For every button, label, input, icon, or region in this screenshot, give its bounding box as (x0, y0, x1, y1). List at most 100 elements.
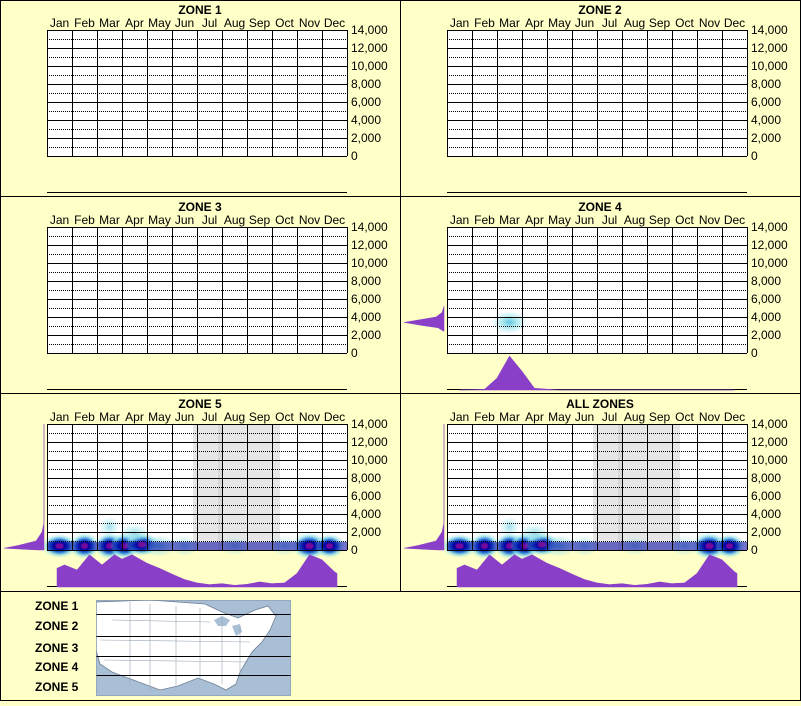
elevation-tick-label: 14,000 (751, 220, 788, 234)
month-tick-label: Jul (202, 213, 217, 227)
month-tick-label: Jan (450, 410, 469, 424)
month-tick-label: Jul (602, 16, 617, 30)
zone-panel: ZONE 1 Jan Feb Mar Apr May Jun Jul Aug Sep Oct Nov D… (47, 3, 388, 193)
month-tick-label: Jun (575, 16, 594, 30)
month-tick-label: Dec (724, 410, 745, 424)
month-tick-label: Dec (724, 213, 745, 227)
zone-legend: ZONE 1 ZONE 2 ZONE 3 ZONE 4 ZONE 5 (35, 599, 291, 696)
elevation-tick-label: 2,000 (751, 131, 781, 145)
month-tick-label: Apr (125, 213, 144, 227)
month-tick-label: Mar (99, 410, 120, 424)
density-blob (119, 523, 150, 544)
panel-title: ZONE 5 (178, 397, 222, 411)
month-tick-label: May (548, 213, 571, 227)
elevation-tick-label: 6,000 (751, 489, 781, 503)
density-blob (519, 523, 550, 544)
month-tick-label: Feb (74, 410, 95, 424)
month-profile (56, 554, 338, 588)
month-tick-label: Jun (175, 16, 194, 30)
month-tick-label: May (148, 213, 171, 227)
zone-panel: ZONE 4 Jan Feb Mar Apr May Jun Jul Aug Sep Oct Nov D… (403, 200, 788, 391)
elevation-tick-label: 10,000 (751, 256, 788, 270)
month-tick-label: Nov (699, 16, 720, 30)
month-tick-label: Jun (575, 410, 594, 424)
month-tick-label: Feb (474, 410, 495, 424)
zone-panel: ALL ZONES Jan Feb Mar Apr May Jun Jul Aug Sep Oct N… (403, 397, 788, 588)
elevation-tick-label: 14,000 (351, 220, 388, 234)
month-tick-label: Sep (649, 213, 671, 227)
month-tick-label: Aug (624, 410, 645, 424)
month-tick-label: Dec (324, 213, 345, 227)
month-tick-label: Jan (50, 410, 69, 424)
zone-panel: ZONE 2 Jan Feb Mar Apr May Jun Jul Aug Sep Oct Nov D… (447, 3, 788, 193)
month-tick-label: Jun (175, 213, 194, 227)
month-tick-label: May (148, 410, 171, 424)
elevation-tick-label: 6,000 (751, 95, 781, 109)
month-tick-label: Sep (649, 16, 671, 30)
month-tick-label: Apr (125, 16, 144, 30)
panel-title: ZONE 3 (178, 200, 222, 214)
month-tick-label: Aug (624, 16, 645, 30)
zone-legend-label: ZONE 2 (35, 619, 79, 633)
month-tick-label: Jun (175, 410, 194, 424)
map-border (99, 639, 251, 643)
month-tick-label: Sep (249, 410, 271, 424)
month-tick-label: Apr (525, 213, 544, 227)
month-tick-label: Feb (474, 16, 495, 30)
elevation-tick-label: 0 (751, 543, 758, 557)
elevation-profile (403, 306, 445, 332)
month-tick-label: Aug (224, 213, 245, 227)
elevation-tick-label: 12,000 (351, 238, 388, 252)
zone-legend-label: ZONE 1 (35, 599, 79, 613)
map-frame (96, 600, 291, 696)
month-tick-label: Jan (50, 213, 69, 227)
month-tick-label: Jul (202, 410, 217, 424)
elevation-profile (3, 424, 45, 551)
elevation-tick-label: 6,000 (351, 95, 381, 109)
month-tick-label: Jan (450, 16, 469, 30)
zone-legend-label: ZONE 5 (35, 680, 79, 694)
month-tick-label: Feb (74, 16, 95, 30)
map-border (103, 659, 247, 663)
month-tick-label: Jul (602, 213, 617, 227)
month-tick-label: Nov (699, 410, 720, 424)
month-tick-label: Feb (474, 213, 495, 227)
month-tick-label: Oct (275, 410, 294, 424)
elevation-tick-label: 4,000 (351, 310, 381, 324)
month-tick-label: Aug (224, 410, 245, 424)
month-tick-label: Aug (624, 213, 645, 227)
elevation-tick-label: 0 (351, 543, 358, 557)
month-tick-label: Nov (299, 16, 320, 30)
panel-title: ZONE 4 (578, 200, 622, 214)
elevation-tick-label: 8,000 (351, 274, 381, 288)
elevation-tick-label: 14,000 (751, 417, 788, 431)
month-tick-label: Oct (675, 410, 694, 424)
month-tick-label: Dec (724, 16, 745, 30)
month-tick-label: Nov (299, 213, 320, 227)
month-profile (456, 554, 738, 588)
month-tick-label: Sep (249, 16, 271, 30)
month-tick-label: May (148, 16, 171, 30)
month-tick-label: Mar (499, 16, 520, 30)
elevation-tick-label: 4,000 (751, 310, 781, 324)
elevation-tick-label: 12,000 (351, 435, 388, 449)
elevation-tick-label: 4,000 (351, 507, 381, 521)
month-tick-label: Dec (324, 410, 345, 424)
month-tick-label: Sep (649, 410, 671, 424)
elevation-tick-label: 6,000 (351, 292, 381, 306)
zone-panel: ZONE 5 Jan Feb Mar Apr May Jun Jul Aug Sep Oct Nov D… (3, 397, 388, 588)
density-blob (492, 311, 527, 334)
month-tick-label: Sep (249, 213, 271, 227)
elevation-tick-label: 0 (351, 149, 358, 163)
month-tick-label: Mar (99, 213, 120, 227)
elevation-tick-label: 12,000 (751, 41, 788, 55)
elevation-tick-label: 0 (751, 149, 758, 163)
zone-legend-label: ZONE 3 (35, 641, 79, 655)
month-tick-label: Feb (74, 213, 95, 227)
elevation-tick-label: 6,000 (351, 489, 381, 503)
month-tick-label: Dec (324, 16, 345, 30)
north-america-zone-map (96, 600, 291, 696)
elevation-tick-label: 2,000 (751, 525, 781, 539)
